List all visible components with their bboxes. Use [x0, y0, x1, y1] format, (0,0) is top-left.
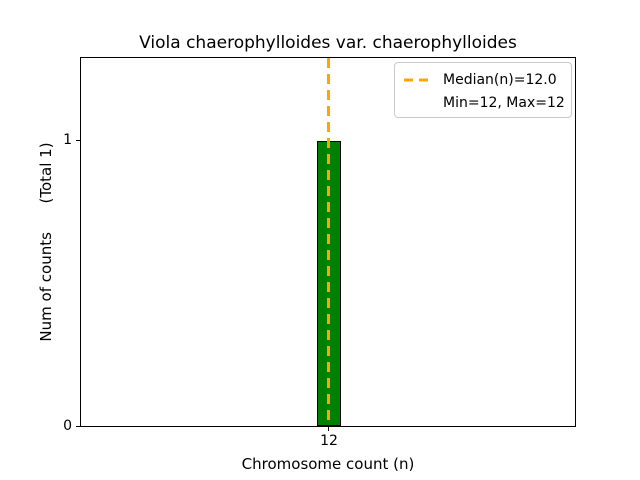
legend-box: Median(n)=12.0 Min=12, Max=12: [394, 62, 572, 118]
chart-title: Viola chaerophylloides var. chaerophyllo…: [139, 33, 517, 53]
legend-entry-minmax: Min=12, Max=12: [404, 92, 565, 113]
legend-label-minmax: Min=12, Max=12: [443, 94, 565, 111]
x-axis-label: Chromosome count (n): [241, 455, 415, 473]
y-tick-mark-0: [76, 426, 80, 427]
y-tick-label-1: 1: [63, 132, 72, 148]
y-tick-label-0: 0: [63, 418, 72, 434]
y-tick-mark-1: [76, 140, 80, 141]
x-tick-mark-12: [328, 427, 329, 431]
legend-entry-median: Median(n)=12.0: [404, 69, 563, 90]
x-tick-label-12: 12: [320, 433, 338, 449]
median-dashed-line: [327, 58, 330, 426]
plot-area: [80, 57, 576, 427]
y-axis-label: Num of counts (Total 1): [37, 142, 55, 342]
orange-dashed-line-icon: [404, 78, 434, 82]
legend-label-median: Median(n)=12.0: [443, 71, 557, 88]
